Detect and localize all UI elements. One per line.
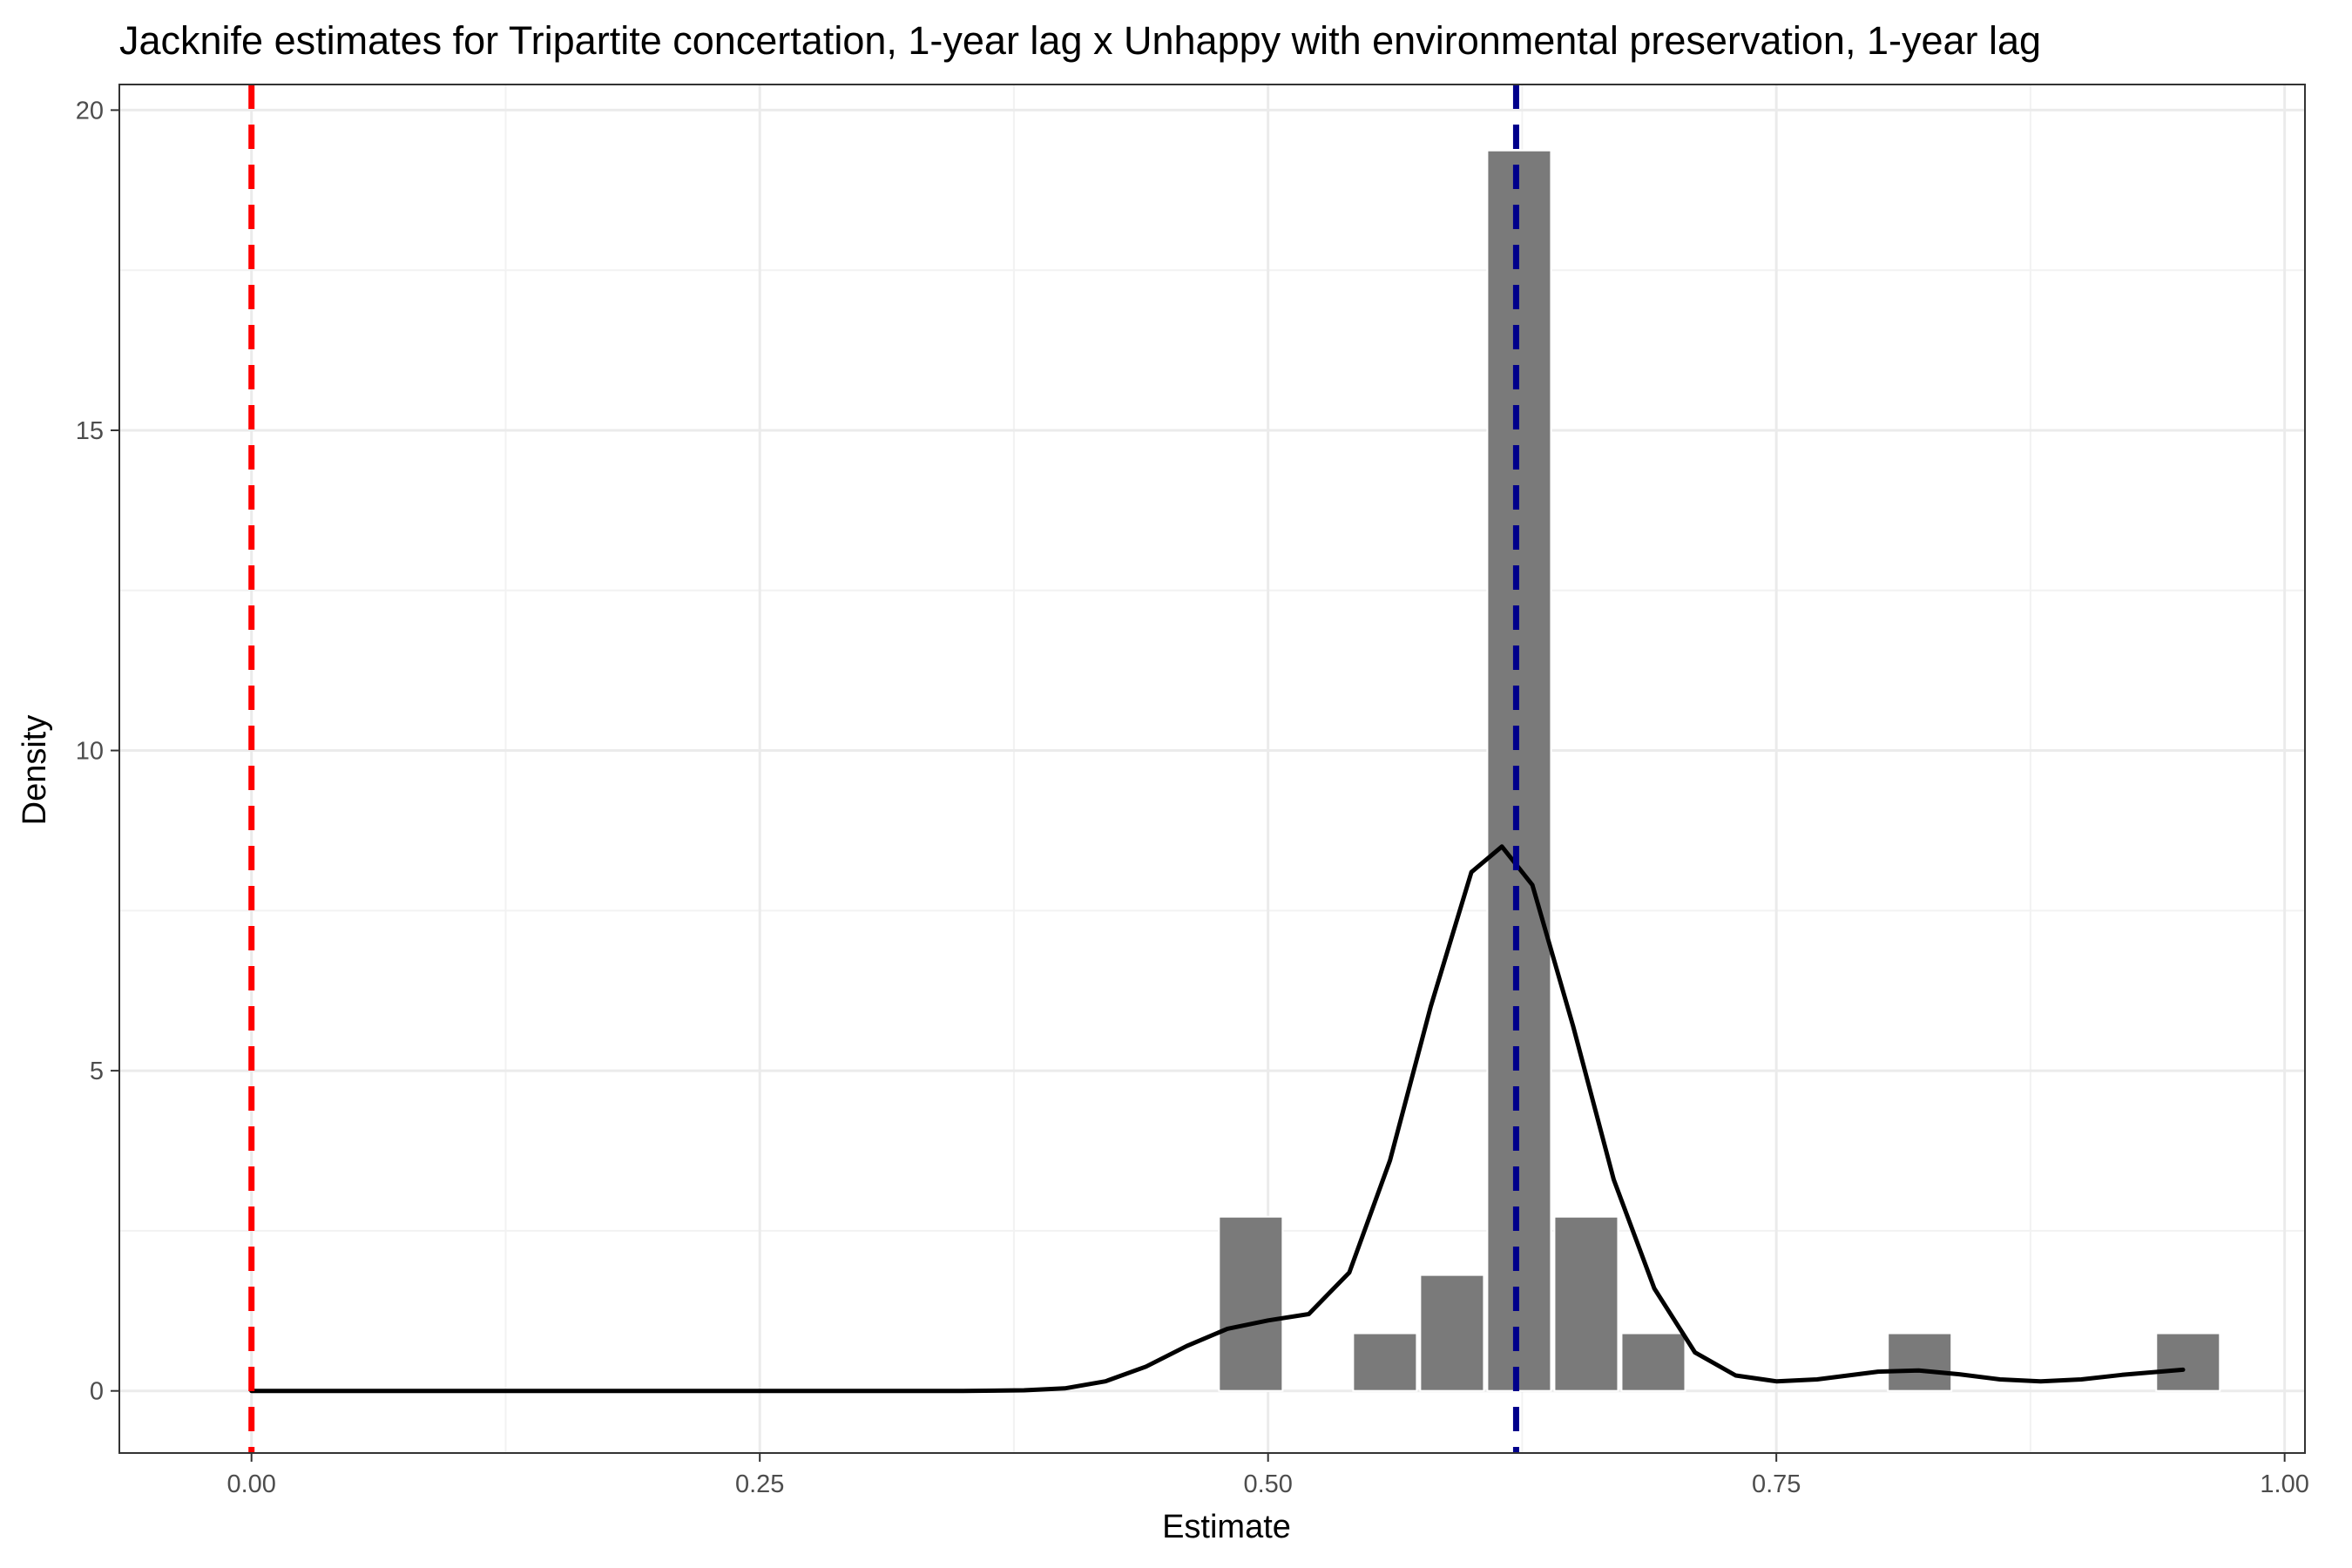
histogram-bar [1887,1332,1953,1392]
density-curve-layer [249,844,2186,1394]
y-axis-title: Density [17,715,53,826]
density-curve [249,844,2186,1394]
x-tick-label: 1.00 [2260,1470,2308,1498]
x-axis-title: Estimate [1162,1509,1291,1545]
axis-ticks: 0.00 0.25 0.50 0.75 1.00 0 5 10 15 20 [76,97,2309,1498]
reference-lines [248,84,1519,1453]
y-tick-label: 0 [90,1378,104,1406]
panel-border [118,84,2306,1454]
histogram-bar [1352,1332,1418,1392]
y-tick-label: 10 [76,738,104,766]
histogram-bar [2155,1332,2221,1392]
histogram-bar [1553,1215,1619,1392]
x-tick-label: 0.00 [226,1470,275,1498]
histogram-bar [1218,1215,1284,1392]
histogram-bar [1419,1274,1485,1392]
y-tick-label: 20 [76,97,104,125]
histogram-bar [1486,149,1552,1392]
grid-lines [119,84,2305,1453]
chart-title: Jacknife estimates for Tripartite concer… [119,18,2041,63]
y-tick-label: 15 [76,417,104,445]
x-tick-label: 0.50 [1243,1470,1292,1498]
x-tick-label: 0.75 [1752,1470,1801,1498]
histogram-bars [1218,149,2221,1392]
histogram-bar [1620,1332,1686,1392]
x-tick-label: 0.25 [735,1470,784,1498]
y-tick-label: 5 [90,1058,104,1085]
